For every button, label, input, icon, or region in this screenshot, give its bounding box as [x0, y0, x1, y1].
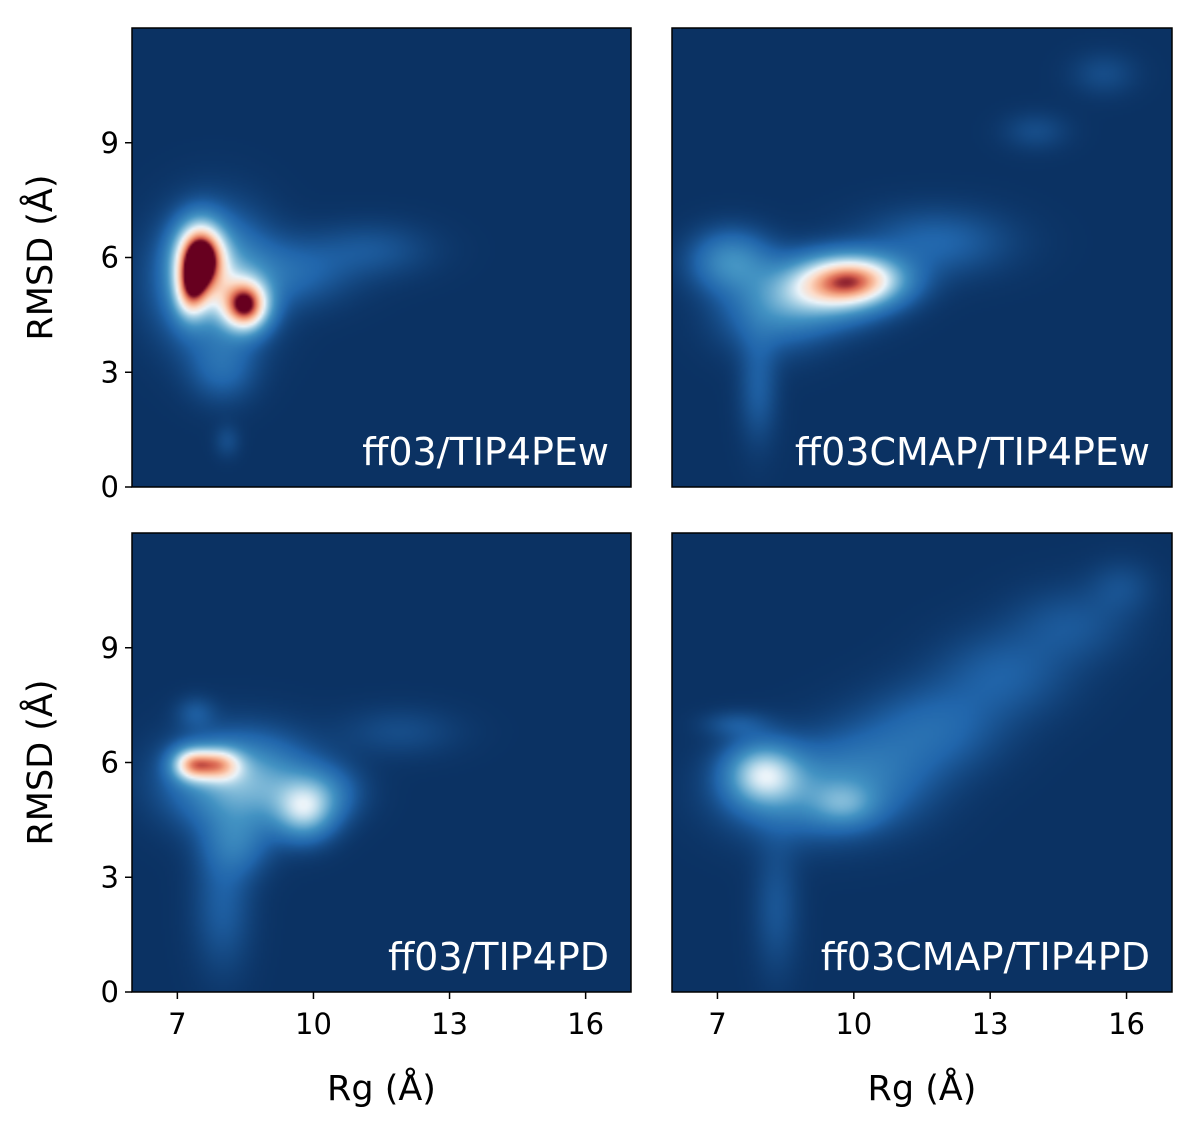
- y-axis-label: RMSD (Å): [18, 679, 61, 845]
- x-tick-label: 16: [1108, 1007, 1145, 1041]
- density-map: [672, 533, 1172, 992]
- y-tick-label: 3: [101, 860, 119, 894]
- x-axis: 7 10 13 16: [708, 992, 1145, 1041]
- x-tick-label: 10: [835, 1007, 872, 1041]
- x-tick-label: 7: [708, 1007, 726, 1041]
- y-tick-label: 0: [101, 470, 119, 504]
- y-tick-label: 0: [101, 975, 119, 1009]
- x-tick-label: 16: [567, 1007, 604, 1041]
- density-map: [132, 533, 631, 992]
- density-image: [132, 28, 631, 487]
- y-tick-label: 3: [101, 355, 119, 389]
- x-tick-label: 10: [295, 1007, 332, 1041]
- density-image: [672, 533, 1172, 992]
- y-axis-label: RMSD (Å): [18, 174, 61, 340]
- density-image: [672, 28, 1172, 487]
- density-image: [132, 533, 631, 992]
- x-tick-label: 13: [431, 1007, 468, 1041]
- panel-label: ff03/TIP4PD: [388, 935, 609, 979]
- y-tick-label: 6: [101, 746, 119, 780]
- axes-frame: [671, 27, 1173, 488]
- density-map: [672, 28, 1172, 487]
- x-tick-label: 13: [972, 1007, 1009, 1041]
- y-tick-label: 9: [101, 631, 119, 665]
- panel-ff03cmap-tip4pd: 7 10 13 16 ff03CMAP/TIP4PD Rg (Å): [671, 532, 1173, 1109]
- x-axis-label: Rg (Å): [327, 1066, 436, 1109]
- y-axis: 0 3 6 9: [101, 126, 132, 504]
- density-map: [132, 28, 631, 487]
- x-axis-label: Rg (Å): [868, 1066, 977, 1109]
- panel-label: ff03CMAP/TIP4PEw: [795, 430, 1150, 474]
- x-axis: 7 10 13 16: [168, 992, 604, 1041]
- panel-ff03-tip4pd: 0 3 6 9 7 10 13 16 ff03/TIP4PD RMSD (Å) Rg (Å): [18, 532, 632, 1109]
- panel-ff03-tip4pew: 0 3 6 9 ff03/TIP4PEw RMSD (Å): [18, 27, 632, 504]
- panel-label: ff03CMAP/TIP4PD: [821, 935, 1150, 979]
- y-axis: 0 3 6 9: [101, 631, 132, 1009]
- y-tick-label: 9: [101, 126, 119, 160]
- x-tick-label: 7: [168, 1007, 186, 1041]
- y-tick-label: 6: [101, 241, 119, 275]
- panel-ff03cmap-tip4pew: ff03CMAP/TIP4PEw: [671, 27, 1173, 488]
- panel-label: ff03/TIP4PEw: [362, 430, 609, 474]
- axes-frame: [671, 532, 1173, 993]
